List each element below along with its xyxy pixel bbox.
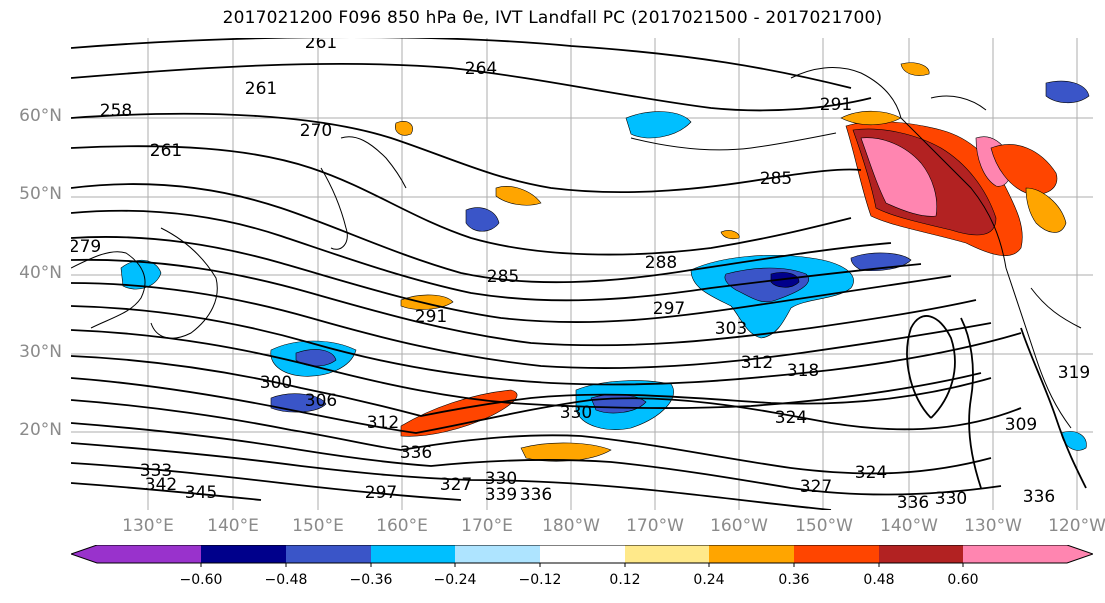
lon-label-140w: 140°W [880,516,938,536]
contour-label: 324 [775,408,807,428]
lon-label-140e: 140°E [207,516,259,536]
contour-label: 336 [1023,487,1055,507]
contour-label: 336 [520,485,552,505]
colorbar-tick-label: 0.60 [947,572,979,588]
contour-label: 330 [560,403,592,423]
colorbar-segment [879,545,963,563]
colorbar-segment [371,545,455,563]
contour-label: 336 [897,493,929,510]
contour-label: 285 [760,169,792,189]
contour-label: 285 [487,267,519,287]
colorbar-tick-label: −0.24 [433,572,477,588]
lat-label-50n: 50°N [19,184,62,204]
contour-label: 312 [741,353,773,373]
colorbar-segment [201,545,286,563]
contour-label: 333 [140,461,172,481]
contour-labels: 261 264 261 258 270 261 285 291 288 285 … [71,38,1090,510]
lon-label-130e: 130°E [122,516,174,536]
colorbar-tick-label: 0.24 [693,572,725,588]
lon-label-150w: 150°W [795,516,853,536]
contour-label: 300 [260,373,292,393]
colorbar-outline [71,545,1093,564]
coastlines [71,67,1082,429]
contour-label: 288 [645,253,677,273]
contour-label: 264 [465,59,497,79]
contour-label: 330 [935,489,967,509]
colorbar-tick-label: 0.36 [778,572,810,588]
lon-label-170e: 170°E [461,516,513,536]
map-svg: 261 264 261 258 270 261 285 291 288 285 … [71,38,1093,510]
lon-label-130w: 130°W [964,516,1022,536]
colorbar-segment [709,545,794,563]
lon-label-160w: 160°W [710,516,768,536]
lat-label-30n: 30°N [19,342,62,362]
contour-label: 327 [440,475,472,495]
contour-label: 327 [800,477,832,497]
contour-label: 279 [71,237,101,257]
colorbar-segment [540,545,625,563]
ivt-shading [120,62,1090,462]
colorbar-tick-label: −0.12 [518,572,562,588]
contour-label: 270 [300,121,332,141]
contour-label: 339 [485,485,517,505]
contour-label: 261 [150,141,182,161]
colorbar-tick-label: −0.36 [349,572,393,588]
contour-label: 330 [485,469,517,489]
contour-label: 319 [1058,363,1090,383]
contour-label: 297 [365,483,397,503]
contour-label: 306 [305,391,337,411]
colorbar-segment [71,545,201,563]
contour-label: 318 [787,361,819,381]
lon-label-120w: 120°W [1048,516,1105,536]
colorbar-segment [286,545,371,563]
contour-label: 261 [245,79,277,99]
lon-label-180w: 180°W [542,516,600,536]
lat-label-40n: 40°N [19,263,62,283]
contour-label: 336 [400,443,432,463]
colorbar-segment [625,545,709,563]
lat-label-60n: 60°N [19,106,62,126]
colorbar-tick-label: 0.12 [609,572,641,588]
contour-label: 258 [100,101,132,121]
colorbar-segment [455,545,540,563]
colorbar-segment [794,545,879,563]
lat-label-20n: 20°N [19,420,62,440]
contour-label: 261 [305,38,337,53]
contour-label: 291 [415,307,447,327]
lon-label-160e: 160°E [376,516,428,536]
lon-label-170w: 170°W [626,516,684,536]
contour-label: 297 [653,299,685,319]
map-title: 2017021200 F096 850 hPa θe, IVT Landfall… [222,8,883,28]
colorbar [71,545,1093,567]
map-panel: 261 264 261 258 270 261 285 291 288 285 … [71,38,1093,510]
contour-label: 345 [185,483,217,503]
contour-label: 324 [855,463,887,483]
contour-label: 312 [367,413,399,433]
contour-label: 303 [715,319,747,339]
contour-label: 291 [820,95,852,115]
colorbar-tick-label: 0.48 [863,572,895,588]
colorbar-segment [963,545,1093,563]
contour-label: 309 [1005,415,1037,435]
colorbar-tick-label: −0.48 [264,572,308,588]
colorbar-tick-label: −0.60 [179,572,223,588]
lon-label-150e: 150°E [292,516,344,536]
theta-e-contours [71,38,1087,510]
contour-label: 342 [145,475,177,495]
